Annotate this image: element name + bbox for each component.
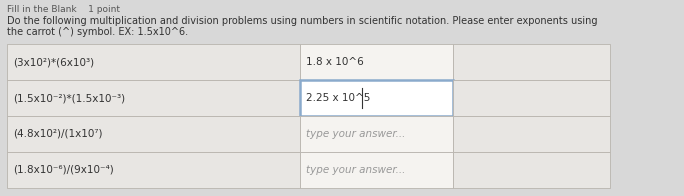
Text: (4.8x10²)/(1x10⁷): (4.8x10²)/(1x10⁷) xyxy=(12,129,102,139)
Bar xyxy=(300,116,453,152)
Text: the carrot (^) symbol. EX: 1.5x10^6.: the carrot (^) symbol. EX: 1.5x10^6. xyxy=(8,27,188,37)
Text: Fill in the Blank    1 point: Fill in the Blank 1 point xyxy=(8,5,120,14)
Bar xyxy=(300,152,453,188)
Bar xyxy=(453,152,610,188)
Text: 2.25 x 10^5: 2.25 x 10^5 xyxy=(306,93,370,103)
Text: type your answer...: type your answer... xyxy=(306,129,406,139)
Bar xyxy=(8,44,300,80)
Bar xyxy=(8,116,300,152)
Text: Do the following multiplication and division problems using numbers in scientifi: Do the following multiplication and divi… xyxy=(8,16,598,26)
Text: type your answer...: type your answer... xyxy=(306,165,406,175)
Bar xyxy=(8,80,300,116)
Text: (3x10²)*(6x10³): (3x10²)*(6x10³) xyxy=(12,57,94,67)
Bar xyxy=(8,152,300,188)
Bar xyxy=(300,80,453,116)
Text: 1.8 x 10^6: 1.8 x 10^6 xyxy=(306,57,364,67)
Bar xyxy=(453,44,610,80)
Bar xyxy=(453,80,610,116)
Text: (1.8x10⁻⁶)/(9x10⁻⁴): (1.8x10⁻⁶)/(9x10⁻⁴) xyxy=(12,165,114,175)
Bar xyxy=(453,116,610,152)
Text: (1.5x10⁻²)*(1.5x10⁻³): (1.5x10⁻²)*(1.5x10⁻³) xyxy=(12,93,124,103)
Bar xyxy=(300,44,453,80)
